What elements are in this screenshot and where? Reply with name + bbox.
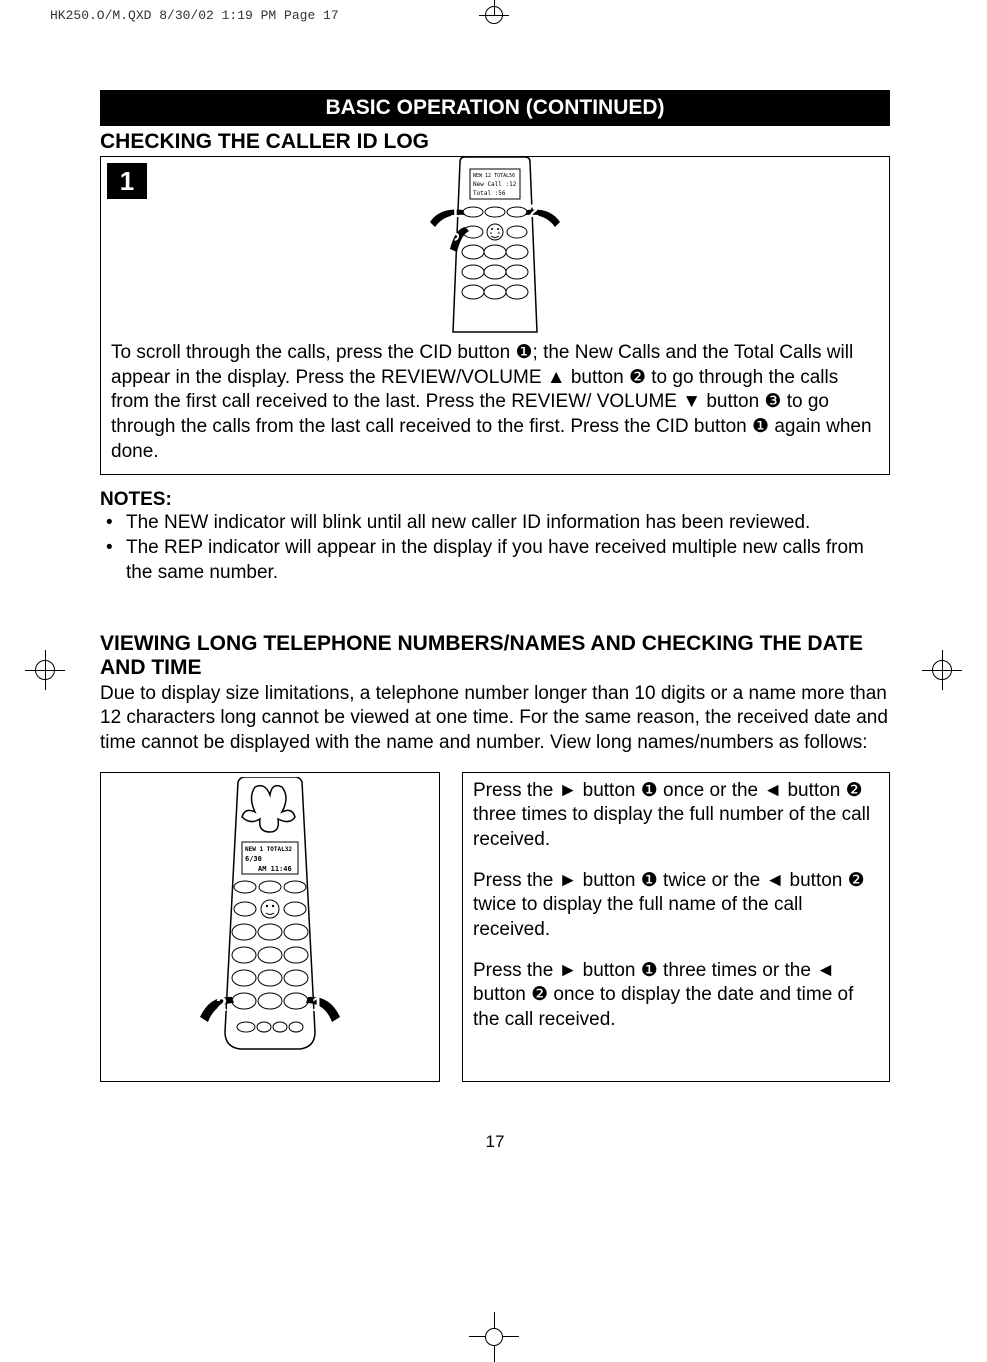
svg-text:2: 2 (529, 201, 539, 221)
phone-full-icon: NEW 1 TOTAL32 6/30 AM 11:46 (160, 777, 380, 1077)
crop-mark-bottom (469, 1312, 519, 1362)
svg-text:1: 1 (312, 994, 323, 1016)
page-number: 17 (100, 1132, 890, 1152)
page-content: BASIC OPERATION (CONTINUED) CHECKING THE… (100, 90, 890, 1152)
step-box-1: 1 NEW 12 TOTAL56 New Call :12 Total :56 (100, 156, 890, 475)
svg-text:6/30: 6/30 (245, 855, 262, 863)
svg-text:NEW 12 TOTAL56: NEW 12 TOTAL56 (473, 173, 515, 179)
step-text: To scroll through the calls, press the C… (101, 337, 889, 474)
crop-mark-top (479, 0, 509, 30)
svg-text:2: 2 (216, 994, 227, 1016)
svg-text:NEW 1 TOTAL32: NEW 1 TOTAL32 (245, 846, 292, 853)
svg-text:AM 11:46: AM 11:46 (258, 865, 292, 873)
note-item-1: The NEW indicator will blink until all n… (100, 511, 890, 536)
registration-mark-left (25, 650, 65, 690)
instruction-para-1: Press the ► button ❶ once or the ◄ butto… (473, 779, 879, 853)
svg-text:New Call :12: New Call :12 (473, 181, 517, 188)
section2-intro: Due to display size limitations, a telep… (100, 682, 890, 756)
notes-label: NOTES: (100, 489, 890, 511)
svg-text:Total :56: Total :56 (473, 190, 506, 197)
title-bar: BASIC OPERATION (CONTINUED) (100, 90, 890, 126)
instruction-para-3: Press the ► button ❶ three times or the … (473, 959, 879, 1033)
print-header: HK250.O/M.QXD 8/30/02 1:19 PM Page 17 (50, 8, 339, 23)
notes-list: The NEW indicator will blink until all n… (100, 511, 890, 585)
phone-illustration-2: NEW 1 TOTAL32 6/30 AM 11:46 (100, 772, 440, 1082)
instructions-box: Press the ► button ❶ once or the ◄ butto… (462, 772, 890, 1082)
section1-heading: CHECKING THE CALLER ID LOG (100, 130, 890, 154)
note-item-2: The REP indicator will appear in the dis… (100, 536, 890, 585)
registration-mark-right (922, 650, 962, 690)
phone-illustration-1: NEW 12 TOTAL56 New Call :12 Total :56 (101, 157, 889, 337)
instruction-para-2: Press the ► button ❶ twice or the ◄ butt… (473, 869, 879, 943)
phone-top-icon: NEW 12 TOTAL56 New Call :12 Total :56 (395, 157, 595, 337)
section2-heading: VIEWING LONG TELEPHONE NUMBERS/NAMES AND… (100, 632, 890, 680)
svg-text:1: 1 (450, 201, 460, 221)
